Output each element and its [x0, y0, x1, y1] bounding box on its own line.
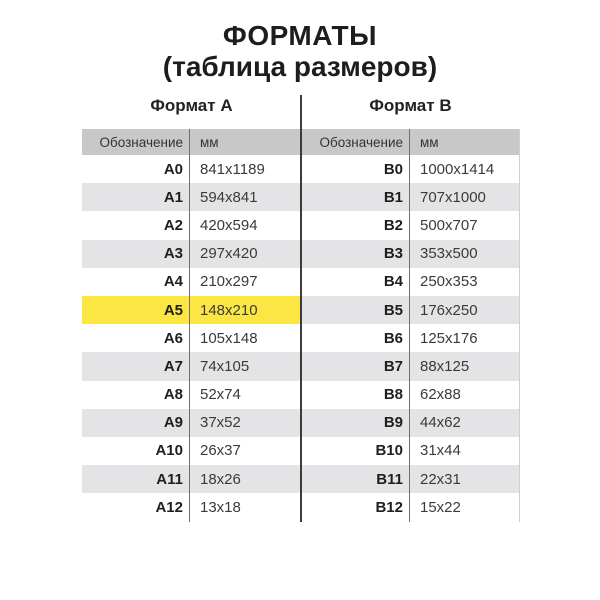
row-size-a: 594x841	[200, 188, 258, 206]
row-label-a: A11	[156, 470, 183, 488]
row-size-b: 1000x1414	[420, 160, 495, 178]
column-header-mm-a: мм	[200, 134, 219, 150]
column-divider-line-a	[188, 129, 191, 522]
row-size-a: 37x52	[200, 414, 241, 432]
row-label-b: B2	[383, 216, 403, 234]
row-label-a: A6	[163, 329, 183, 347]
row-size-b: 125x176	[420, 329, 478, 347]
row-label-b: B10	[375, 442, 403, 460]
row-label-b: B12	[375, 498, 403, 516]
row-label-a: A10	[155, 442, 183, 460]
page-title: ФОРМАТЫ	[222, 20, 378, 51]
row-size-a: 841x1189	[200, 160, 265, 178]
row-size-b: 707x1000	[420, 188, 486, 206]
row-label-a: A3	[163, 245, 183, 263]
table-right-edge-line	[519, 129, 520, 522]
row-size-b: 22x31	[420, 470, 461, 488]
row-label-b: B4	[383, 273, 403, 291]
row-label-a: A9	[163, 414, 183, 432]
row-size-b: 88x125	[420, 357, 470, 375]
row-size-a: 26x37	[200, 442, 241, 460]
row-size-b: 62x88	[420, 386, 461, 404]
row-size-a: 148x210	[190, 295, 301, 325]
row-label-b: B1	[383, 188, 403, 206]
column-divider-line-b	[408, 129, 411, 522]
row-size-a: 420x594	[200, 216, 258, 234]
row-size-b: 15x22	[420, 498, 461, 516]
row-size-a: 52x74	[200, 386, 241, 404]
row-label-a: A7	[163, 357, 183, 375]
row-label-b: B11	[376, 470, 403, 488]
row-size-a: 105x148	[200, 329, 258, 347]
row-label-a: A5	[82, 295, 190, 325]
format-b-heading: Формат В	[369, 96, 452, 115]
row-size-b: 353x500	[420, 245, 478, 263]
row-label-a: A0	[163, 160, 183, 178]
page-subtitle: (таблица размеров)	[162, 51, 438, 82]
column-header-designation-b: Обозначение	[319, 134, 404, 150]
row-size-a: 210x297	[200, 273, 258, 291]
row-label-b: B5	[383, 301, 403, 319]
format-a-heading: Формат А	[150, 96, 233, 115]
row-size-a: 74x105	[200, 357, 250, 375]
row-label-b: B7	[383, 357, 403, 375]
row-size-b: 500x707	[420, 216, 478, 234]
row-label-a: A2	[163, 216, 183, 234]
row-size-b: 31x44	[420, 442, 461, 460]
row-label-b: B8	[383, 386, 403, 404]
row-size-b: 250x353	[420, 273, 478, 291]
row-size-a: 13x18	[200, 498, 241, 516]
row-label-a: A12	[155, 498, 183, 516]
row-size-b: 176x250	[420, 301, 478, 319]
column-header-designation-a: Обозначение	[99, 134, 184, 150]
row-label-a: A1	[163, 188, 183, 206]
row-label-b: B9	[383, 414, 403, 432]
middle-divider-line	[300, 95, 302, 522]
column-header-mm-b: мм	[420, 134, 439, 150]
row-label-b: B3	[383, 245, 403, 263]
row-label-a: A4	[163, 273, 183, 291]
row-label-b: B0	[383, 160, 403, 178]
row-size-a: 297x420	[200, 245, 258, 263]
row-size-b: 44x62	[420, 414, 461, 432]
row-label-b: B6	[383, 329, 403, 347]
row-label-a: A8	[163, 386, 183, 404]
row-size-a: 18x26	[200, 470, 241, 488]
